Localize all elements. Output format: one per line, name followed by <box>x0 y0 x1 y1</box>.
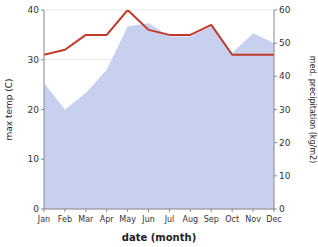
y-tick-label: 30 <box>28 55 40 65</box>
x-tick <box>190 209 191 212</box>
y-tick-label: 0 <box>33 204 39 214</box>
x-tick-label: Apr <box>100 215 115 224</box>
x-tick-label: Jul <box>164 215 175 224</box>
x-axis-title: date (month) <box>122 232 196 243</box>
x-tick-label: Sep <box>204 215 219 224</box>
x-tick-label: Jun <box>141 215 155 224</box>
y-tick <box>41 159 44 160</box>
y2-tick-label: 50 <box>279 38 291 48</box>
line <box>44 10 274 55</box>
grid-line <box>44 10 274 11</box>
x-tick <box>127 209 128 212</box>
x-tick-label: Aug <box>183 215 199 224</box>
x-tick-label: Feb <box>58 215 72 224</box>
y2-tick-label: 60 <box>279 5 291 15</box>
x-axis-line <box>44 209 274 210</box>
y2-tick-label: 0 <box>279 204 285 214</box>
y2-tick <box>274 142 277 143</box>
x-tick-label: Oct <box>225 215 239 224</box>
y-tick <box>41 109 44 110</box>
y2-tick <box>274 109 277 110</box>
y2-tick-label: 40 <box>279 71 291 81</box>
area <box>44 23 274 209</box>
y2-axis-title: med. precipitation (kg/m2) <box>308 56 317 163</box>
y-tick-label: 20 <box>28 105 40 115</box>
y-tick <box>41 59 44 60</box>
x-tick <box>169 209 170 212</box>
y2-tick-label: 10 <box>279 171 291 181</box>
y2-tick <box>274 175 277 176</box>
y2-tick-label: 20 <box>279 138 291 148</box>
x-tick <box>211 209 212 212</box>
x-tick-label: Mar <box>78 215 94 224</box>
x-tick <box>148 209 149 212</box>
plot-area <box>44 10 274 209</box>
x-tick <box>106 209 107 212</box>
x-tick-label: May <box>119 215 136 224</box>
x-tick <box>253 209 254 212</box>
x-tick-label: Dec <box>266 215 281 224</box>
y-axis-title: max temp (C) <box>4 78 14 140</box>
x-tick-label: Jan <box>37 215 50 224</box>
y2-tick <box>274 76 277 77</box>
x-tick <box>64 209 65 212</box>
x-tick <box>274 209 275 212</box>
chart: 0 10 20 30 40 0 10 20 30 40 50 60 Jan Feb Mar Apr May Jun… <box>0 0 318 247</box>
x-tick <box>232 209 233 212</box>
y2-tick <box>274 43 277 44</box>
x-tick <box>44 209 45 212</box>
y-tick <box>41 10 44 11</box>
y2-tick-label: 30 <box>279 105 291 115</box>
y2-tick <box>274 10 277 11</box>
grid-line <box>44 209 274 210</box>
y-tick-label: 40 <box>28 5 40 15</box>
y-tick-label: 10 <box>28 154 40 164</box>
x-tick-label: Nov <box>245 215 261 224</box>
x-tick <box>85 209 86 212</box>
